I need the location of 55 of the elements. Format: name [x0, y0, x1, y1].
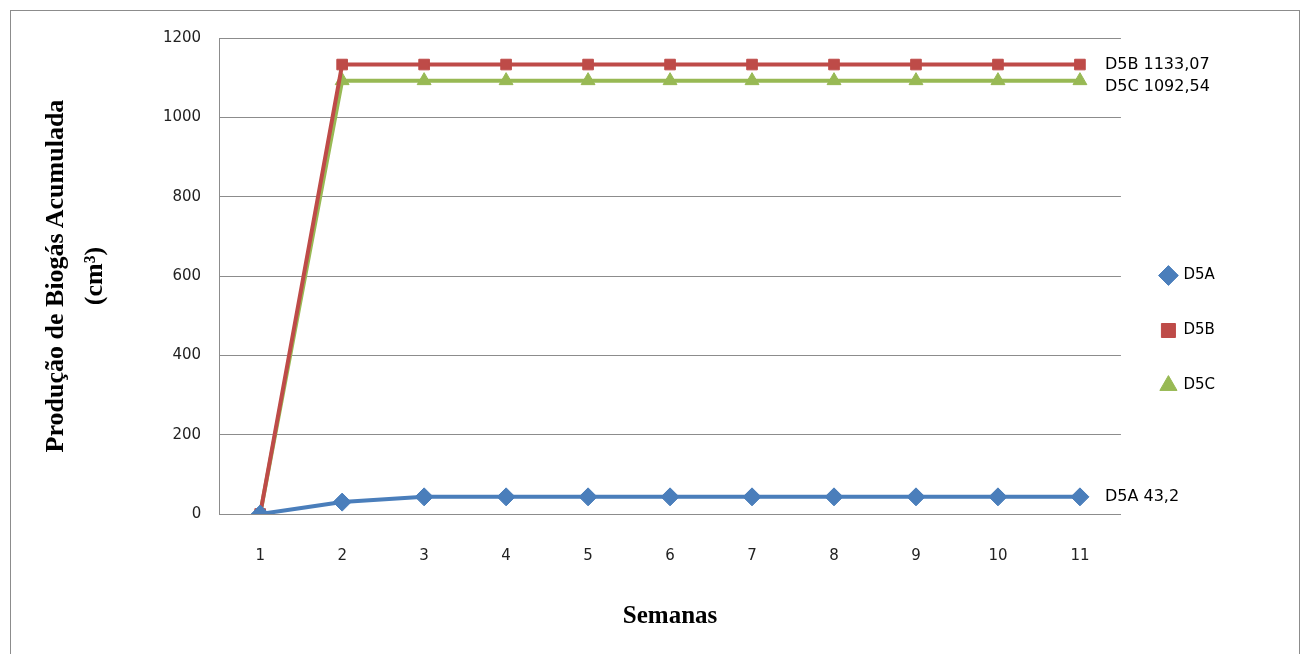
point [416, 72, 432, 86]
y-tick-label: 1200 [162, 27, 202, 46]
legend-label: D5A [1183, 265, 1216, 284]
point [414, 487, 434, 507]
point [746, 58, 758, 71]
point [1070, 487, 1090, 507]
x-tick-label: 9 [911, 545, 921, 564]
point [828, 58, 840, 71]
point [418, 58, 430, 71]
x-tick-label: 6 [665, 545, 675, 564]
point [1074, 58, 1086, 71]
x-tick-label: 1 [255, 545, 265, 564]
point [332, 492, 352, 512]
x-tick-label: 3 [419, 545, 429, 564]
point [580, 72, 596, 86]
point [826, 72, 842, 86]
legend-label: D5B [1183, 320, 1215, 339]
x-tick-label: 11 [1070, 545, 1090, 564]
x-tick-label: 8 [829, 545, 839, 564]
annotation: D5A 43,2 [1104, 486, 1180, 506]
x-tick-label: 10 [988, 545, 1008, 564]
y-tick-label: 1000 [162, 107, 202, 126]
point [662, 72, 678, 86]
point [336, 58, 348, 71]
point [498, 72, 514, 86]
point [1072, 72, 1088, 86]
x-tick-label: 7 [747, 545, 757, 564]
point [660, 487, 680, 507]
point [910, 58, 922, 71]
point [824, 487, 844, 507]
annotation: D5B 1133,07 [1104, 53, 1210, 73]
x-tick-label: 4 [501, 545, 511, 564]
point [582, 58, 594, 71]
y-tick-label: 200 [172, 424, 202, 443]
point [742, 487, 762, 507]
y-tick-label: 600 [172, 265, 202, 284]
point [578, 487, 598, 507]
point [664, 58, 676, 71]
y-axis-title: Produção de Biogás Acumulada (cm³) [40, 99, 109, 453]
point [990, 72, 1006, 86]
y-tick-label: 800 [172, 186, 202, 205]
point [500, 58, 512, 71]
point [496, 487, 516, 507]
x-axis-title: Semanas [622, 601, 718, 629]
y-tick-label: 400 [172, 345, 202, 364]
point [992, 58, 1004, 71]
y-tick-label: 0 [191, 503, 202, 522]
point [906, 487, 926, 507]
point [908, 72, 924, 86]
point [988, 487, 1008, 507]
annotation: D5C 1092,54 [1104, 75, 1210, 95]
legend-label: D5C [1183, 375, 1216, 394]
point [744, 72, 760, 86]
x-tick-label: 2 [337, 545, 347, 564]
x-tick-label: 5 [583, 545, 593, 564]
